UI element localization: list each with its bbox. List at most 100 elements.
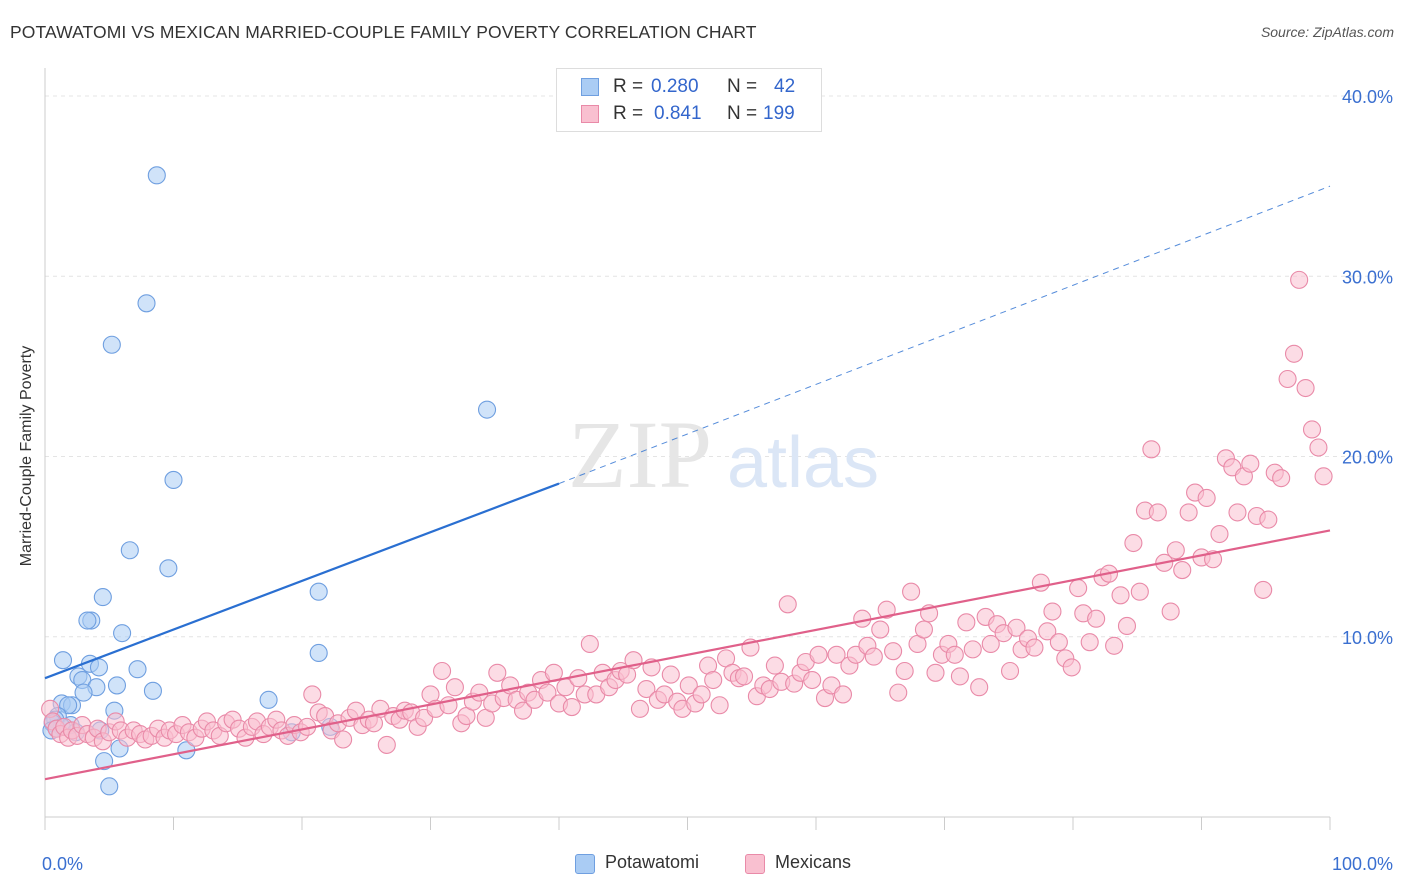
mexicans-point bbox=[945, 645, 964, 664]
potawatomi-point bbox=[159, 559, 178, 578]
mexicans-point bbox=[1284, 344, 1304, 363]
mexicans-point bbox=[1204, 550, 1223, 569]
mexicans-point bbox=[1049, 633, 1068, 652]
grid-lines bbox=[45, 95, 1392, 638]
mexicans-point bbox=[562, 698, 581, 717]
mexicans-point bbox=[864, 647, 883, 666]
mexicans-point bbox=[970, 678, 989, 697]
mexicans-point bbox=[513, 701, 533, 720]
y-tick-label: 30.0% bbox=[1342, 267, 1393, 287]
mexicans-point bbox=[1038, 622, 1057, 641]
mexicans-point bbox=[957, 613, 976, 632]
mexicans-point bbox=[303, 685, 322, 704]
mexicans-point bbox=[895, 661, 914, 681]
mexicans-point bbox=[1302, 420, 1322, 439]
mexicans-point bbox=[1043, 602, 1062, 621]
mexicans-point bbox=[1278, 369, 1297, 389]
mexicans-point bbox=[1272, 469, 1291, 488]
mexicans-point bbox=[1124, 533, 1143, 553]
mexicans-point bbox=[827, 645, 846, 664]
mexicans-point bbox=[1105, 636, 1124, 655]
watermark-zip: ZIP bbox=[568, 401, 712, 508]
mexicans-point bbox=[778, 595, 797, 614]
legend-n-label: N = bbox=[727, 103, 758, 124]
mexicans-point bbox=[1161, 602, 1180, 621]
mexicans-point bbox=[679, 676, 698, 695]
legend-r-label: R = bbox=[613, 76, 644, 97]
chart-title: POTAWATOMI VS MEXICAN MARRIED-COUPLE FAM… bbox=[10, 22, 757, 42]
mexicans-point bbox=[1117, 616, 1137, 635]
mexicans-point bbox=[569, 669, 588, 688]
potawatomi-point bbox=[78, 611, 97, 630]
legend-n-value: 199 bbox=[763, 103, 795, 124]
mexicans-point bbox=[692, 685, 711, 704]
mexicans-point bbox=[704, 670, 723, 690]
mexicans-point bbox=[981, 634, 1000, 654]
legend-n-value: 42 bbox=[774, 76, 796, 97]
mexicans-point bbox=[1142, 440, 1161, 459]
legend-n-label: N = bbox=[727, 76, 758, 97]
mexicans-point bbox=[1210, 524, 1229, 544]
legend-r-label: R = bbox=[613, 103, 644, 124]
mexicans-point bbox=[963, 640, 982, 659]
potawatomi-point bbox=[309, 643, 328, 663]
potawatomi-point bbox=[53, 651, 73, 670]
mexicans-point bbox=[1000, 661, 1020, 681]
mexicans-point bbox=[1069, 579, 1088, 598]
x-tick-label: 100.0% bbox=[1332, 854, 1393, 874]
potawatomi-point bbox=[107, 676, 127, 695]
mexicans-point bbox=[1259, 510, 1278, 529]
potawatomi-trend-line bbox=[44, 482, 560, 680]
potawatomi-point bbox=[93, 588, 112, 607]
y-tick-label: 20.0% bbox=[1342, 448, 1393, 468]
potawatomi-point bbox=[477, 400, 497, 419]
mexicans-point bbox=[734, 667, 754, 686]
mexicans-point bbox=[1087, 609, 1106, 628]
mexicans-point bbox=[710, 696, 729, 715]
mexicans-point bbox=[1228, 503, 1247, 522]
mexicans-point bbox=[538, 683, 557, 702]
mexicans-point bbox=[661, 665, 680, 684]
legend-swatch-mexicans bbox=[581, 105, 599, 123]
mexicans-point bbox=[1173, 561, 1192, 580]
source-label: Source: ZipAtlas.com bbox=[1260, 24, 1394, 40]
mexicans-point bbox=[765, 656, 784, 675]
legend-swatch-potawatomi bbox=[581, 78, 599, 96]
potawatomi-point bbox=[74, 683, 93, 702]
mexicans-point bbox=[803, 670, 822, 690]
y-tick-label: 10.0% bbox=[1342, 628, 1393, 648]
mexicans-point bbox=[334, 730, 353, 749]
mexicans-point bbox=[445, 678, 464, 697]
mexicans-point bbox=[1166, 541, 1185, 560]
potawatomi-point bbox=[113, 624, 132, 643]
mexicans-point bbox=[1314, 467, 1333, 486]
mexicans-point bbox=[580, 634, 599, 654]
mexicans-point bbox=[1309, 438, 1328, 457]
mexicans-point bbox=[950, 667, 969, 686]
mexicans-point bbox=[1080, 633, 1099, 652]
mexicans-point bbox=[1007, 618, 1026, 637]
watermark-atlas: atlas bbox=[727, 423, 879, 503]
mexicans-point bbox=[926, 663, 945, 682]
mexicans-point bbox=[884, 642, 903, 661]
mexicans-point bbox=[1111, 586, 1130, 605]
axes bbox=[44, 68, 1331, 830]
y-tick-label: 40.0% bbox=[1342, 87, 1393, 107]
legend-r-value: 0.841 bbox=[654, 103, 702, 124]
x-tick-label: 0.0% bbox=[42, 854, 83, 874]
potawatomi-point bbox=[128, 660, 147, 679]
mexicans-point bbox=[488, 663, 507, 682]
mexicans-point bbox=[1062, 658, 1081, 677]
potawatomi-point bbox=[120, 541, 139, 560]
stats-legend: R = 0.280 N = 42 R = 0.841 N = 199 bbox=[556, 68, 822, 132]
mexicans-point bbox=[1296, 378, 1315, 398]
potawatomi-point bbox=[89, 658, 109, 677]
mexicans-point bbox=[809, 645, 828, 664]
bottom-legend-label: Mexicans bbox=[775, 852, 852, 872]
mexicans-point bbox=[889, 683, 908, 702]
mexicans-point bbox=[1025, 638, 1044, 657]
mexicans-point bbox=[1179, 503, 1198, 522]
mexicans-point bbox=[1241, 454, 1260, 473]
mexicans-point bbox=[377, 735, 396, 754]
